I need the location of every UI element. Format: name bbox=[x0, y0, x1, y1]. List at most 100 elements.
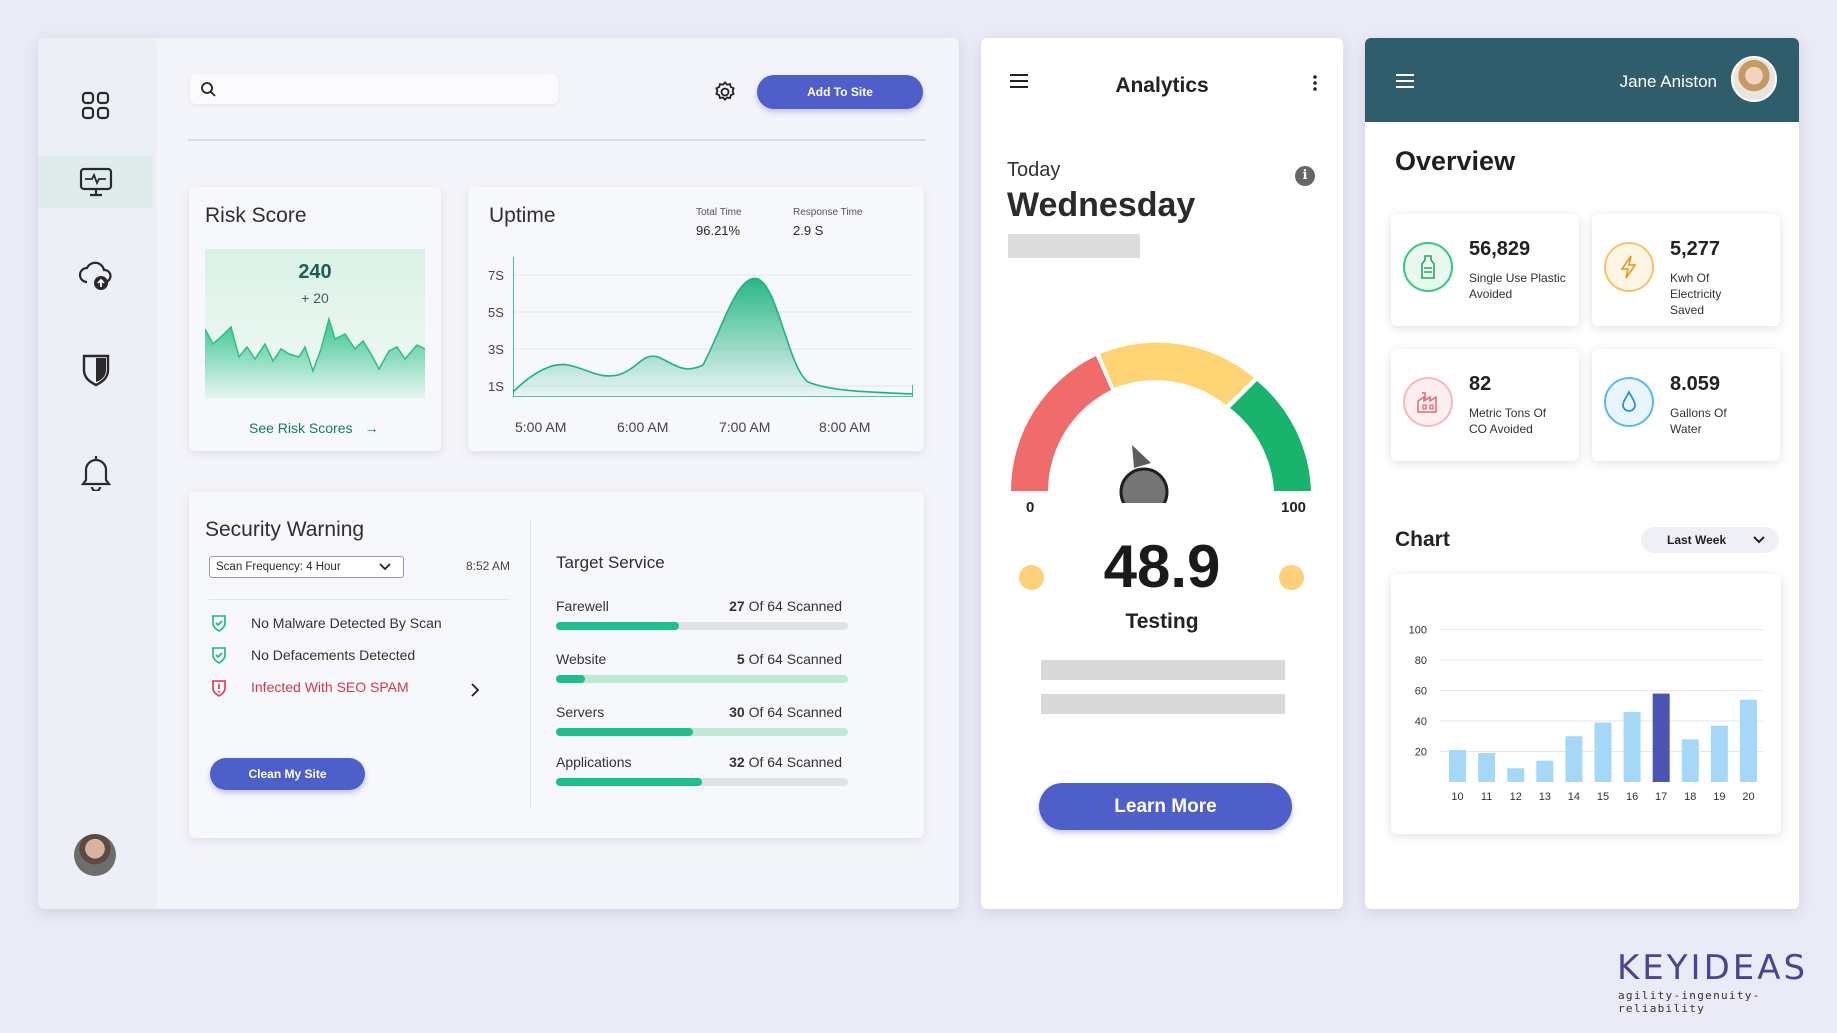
security-item-alert[interactable]: Infected With SEO SPAM bbox=[209, 676, 509, 698]
x-tick-label: 15 bbox=[1597, 791, 1609, 803]
bell-icon bbox=[80, 456, 111, 491]
info-icon[interactable]: i bbox=[1295, 166, 1315, 186]
security-item: No Malware Detected By Scan bbox=[209, 612, 509, 634]
see-risk-scores-label: See Risk Scores bbox=[249, 420, 353, 436]
response-time-label: Response Time bbox=[793, 207, 863, 218]
target-count: 32 bbox=[729, 754, 745, 770]
stat-card: 8.059 Gallons Of Water bbox=[1592, 349, 1780, 461]
avatar[interactable] bbox=[74, 834, 116, 876]
target-count: 27 bbox=[729, 598, 745, 614]
chevron-down-icon bbox=[1753, 536, 1765, 544]
progress-bar bbox=[556, 675, 848, 683]
gauge-min-label: 0 bbox=[1026, 499, 1035, 516]
avatar[interactable] bbox=[1731, 56, 1777, 102]
add-to-site-button[interactable]: Add To Site bbox=[757, 75, 923, 109]
y-tick-label: 20 bbox=[1415, 747, 1427, 759]
bottle-icon bbox=[1403, 242, 1453, 292]
risk-sparkline bbox=[204, 316, 426, 399]
overview-title: Overview bbox=[1395, 146, 1516, 176]
x-tick-label: 11 bbox=[1481, 791, 1492, 803]
brand-tagline: agility-ingenuity-reliability bbox=[1618, 989, 1761, 1015]
target-suffix: Of 64 Scanned bbox=[748, 704, 842, 720]
analytics-title: Analytics bbox=[1115, 74, 1209, 97]
y-tick-label: 100 bbox=[1409, 625, 1427, 637]
hamburger-menu-icon[interactable] bbox=[1395, 73, 1415, 89]
gear-icon[interactable] bbox=[713, 80, 737, 104]
sidebar-item-notifications[interactable] bbox=[38, 446, 153, 498]
target-name: Farewell bbox=[556, 598, 609, 614]
lightning-icon bbox=[1604, 242, 1654, 292]
chart-bar bbox=[1478, 753, 1496, 782]
sidebar-item-monitor[interactable] bbox=[38, 156, 153, 208]
stat-label: Kwh Of Electricity Saved bbox=[1670, 271, 1722, 317]
target-name: Website bbox=[556, 651, 607, 667]
progress-fill bbox=[556, 622, 679, 630]
target-name: Applications bbox=[556, 754, 632, 770]
target-name: Servers bbox=[556, 704, 605, 720]
more-vertical-icon[interactable] bbox=[1312, 74, 1318, 92]
shield-check-icon bbox=[212, 647, 226, 664]
placeholder-bar bbox=[1008, 234, 1140, 258]
learn-more-button[interactable]: Learn More bbox=[1039, 783, 1292, 830]
target-suffix: Of 64 Scanned bbox=[748, 754, 842, 770]
stat-value: 82 bbox=[1469, 373, 1492, 395]
y-tick-label: 60 bbox=[1415, 686, 1427, 698]
x-tick: 6:00 AM bbox=[617, 419, 669, 435]
chart-bar bbox=[1594, 722, 1612, 782]
chevron-right-icon[interactable] bbox=[471, 683, 480, 697]
gauge-chart bbox=[1011, 342, 1311, 503]
search-input[interactable] bbox=[222, 78, 542, 100]
progress-bar bbox=[556, 728, 848, 736]
y-tick-label: 80 bbox=[1415, 655, 1427, 667]
analytics-card: Analytics Today Wednesday i 0 100 48.9 T… bbox=[981, 38, 1343, 909]
sidebar-item-dashboard[interactable] bbox=[38, 80, 153, 132]
response-time-value: 2.9 S bbox=[793, 223, 824, 238]
progress-fill bbox=[556, 728, 694, 736]
user-name: Jane Aniston bbox=[1619, 72, 1717, 91]
indicator-dot bbox=[1019, 565, 1044, 590]
hamburger-menu-icon[interactable] bbox=[1009, 73, 1029, 89]
today-label: Today bbox=[1007, 159, 1061, 181]
sidebar-item-shield[interactable] bbox=[38, 344, 153, 396]
stat-value: 5,277 bbox=[1670, 238, 1721, 260]
gauge-max-label: 100 bbox=[1281, 499, 1307, 516]
see-risk-scores-link[interactable]: See Risk Scores → bbox=[249, 420, 378, 436]
target-service-title: Target Service bbox=[556, 553, 665, 572]
chart-bar bbox=[1565, 736, 1583, 782]
grid-icon bbox=[81, 91, 109, 120]
uptime-card: Uptime Total Time 96.21% Response Time 2… bbox=[468, 187, 924, 451]
x-tick-label: 12 bbox=[1510, 791, 1522, 803]
chart-title: Chart bbox=[1395, 528, 1450, 551]
security-item-label: No Defacements Detected bbox=[251, 647, 416, 663]
placeholder-bar bbox=[1041, 660, 1285, 680]
indicator-dot bbox=[1279, 565, 1304, 590]
bar-chart-panel: 100 80 60 40 20 10 11 12 13 14 15 16 17 18 19 20 bbox=[1391, 574, 1781, 834]
risk-chart: 240 + 20 bbox=[204, 249, 426, 399]
sidebar-item-cloud-upload[interactable] bbox=[38, 250, 153, 302]
stat-label: Metric Tons Of CO Avoided bbox=[1469, 406, 1547, 436]
chart-bar bbox=[1623, 711, 1641, 782]
search-bar[interactable] bbox=[190, 74, 558, 104]
stat-value: 56,829 bbox=[1469, 238, 1531, 260]
security-item: No Defacements Detected bbox=[209, 644, 509, 666]
scan-frequency-select[interactable]: Scan Frequency: 4 Hour bbox=[209, 556, 404, 578]
y-tick: 1S bbox=[488, 379, 504, 394]
x-tick: 8:00 AM bbox=[819, 419, 871, 435]
progress-bar bbox=[556, 778, 848, 786]
brand-logo: KEYIDEAS bbox=[1617, 948, 1809, 988]
total-time-label: Total Time bbox=[696, 207, 742, 218]
sidebar bbox=[38, 38, 153, 909]
x-tick-label: 20 bbox=[1742, 791, 1754, 803]
water-drop-icon bbox=[1604, 377, 1654, 427]
chart-bar bbox=[1536, 760, 1554, 782]
x-tick-label: 17 bbox=[1655, 791, 1667, 803]
chart-bar bbox=[1710, 725, 1728, 782]
monitor-pulse-icon bbox=[79, 167, 112, 197]
clean-my-site-button[interactable]: Clean My Site bbox=[210, 758, 365, 790]
chevron-down-icon bbox=[379, 563, 391, 571]
x-tick-label: 16 bbox=[1626, 791, 1638, 803]
x-tick-label: 10 bbox=[1451, 791, 1463, 803]
x-tick-label: 19 bbox=[1713, 791, 1725, 803]
period-select[interactable]: Last Week bbox=[1641, 527, 1779, 553]
factory-icon bbox=[1403, 377, 1453, 427]
